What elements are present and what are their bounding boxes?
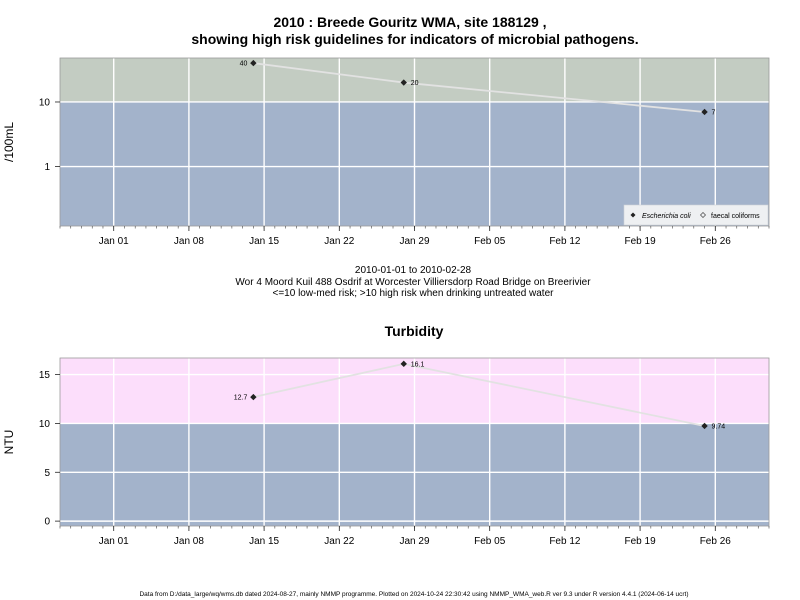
data-source-footer: Data from D:/data_large/wq/wms.db dated … bbox=[139, 591, 688, 598]
pathogen-panel: Jan 01 Jan 08 Jan 15 Jan 22 Jan 29 Feb 05 Feb … bbox=[2, 57, 770, 247]
x-tick-label-3: Jan 22 bbox=[324, 536, 354, 547]
data-label-1: 16.1 bbox=[411, 361, 425, 368]
legend-marker-open bbox=[700, 212, 706, 218]
x-tick-label-5: Feb 05 bbox=[474, 536, 506, 547]
legend-marker-filled bbox=[630, 212, 636, 218]
x-tick-label-8: Feb 26 bbox=[700, 536, 732, 547]
data-label-2: 9.74 bbox=[712, 423, 726, 430]
x-tick-label-4: Jan 29 bbox=[399, 536, 429, 547]
data-label-0: 12.7 bbox=[234, 395, 248, 402]
data-label-0: 40 bbox=[240, 61, 248, 68]
y-tick-label-1: 5 bbox=[44, 468, 50, 479]
data-point-1 bbox=[400, 79, 407, 86]
x-tick-label-2: Jan 15 bbox=[249, 236, 279, 247]
x-tick-label-7: Feb 19 bbox=[625, 536, 657, 547]
x-tick-label-1: Jan 08 bbox=[174, 236, 204, 247]
x-tick-label-0: Jan 01 bbox=[99, 536, 129, 547]
x-tick-label-5: Feb 05 bbox=[474, 236, 506, 247]
data-point-2 bbox=[701, 108, 708, 116]
site-description: Wor 4 Moord Kuil 488 Osdrif at Worcester… bbox=[235, 277, 591, 288]
data-point-0 bbox=[250, 59, 257, 67]
turbidity-panel: Jan 01 Jan 08 Jan 15 Jan 22 Jan 29 Feb 05 Feb … bbox=[2, 357, 770, 547]
chart-title-line1: 2010 : Breede Gouritz WMA, site 188129 , bbox=[273, 14, 546, 30]
legend: Escherichia coli faecal coliforms bbox=[623, 204, 769, 226]
y-tick-label-2: 10 bbox=[39, 419, 51, 430]
x-tick-label-1: Jan 08 bbox=[174, 536, 204, 547]
data-label-1: 20 bbox=[411, 80, 419, 87]
x-tick-label-8: Feb 26 bbox=[700, 236, 732, 247]
x-tick-label-6: Feb 12 bbox=[549, 236, 581, 247]
x-tick-label-6: Feb 12 bbox=[549, 536, 581, 547]
legend-entry-0: Escherichia coli bbox=[642, 213, 691, 220]
data-point-0 bbox=[250, 393, 257, 401]
date-range: 2010-01-01 to 2010-02-28 bbox=[355, 265, 472, 276]
x-tick-label-2: Jan 15 bbox=[249, 536, 279, 547]
y-tick-label-3: 15 bbox=[39, 370, 51, 381]
chart-title-line2: showing high risk guidelines for indicat… bbox=[191, 31, 638, 47]
x-tick-label-3: Jan 22 bbox=[324, 236, 354, 247]
y-tick-label-0: 0 bbox=[44, 517, 50, 528]
data-label-2: 7 bbox=[712, 109, 716, 116]
data-point-1 bbox=[400, 360, 407, 368]
y-tick-label-0: 1 bbox=[44, 162, 50, 173]
x-tick-label-7: Feb 19 bbox=[625, 236, 657, 247]
risk-guideline-note: <=10 low-med risk; >10 high risk when dr… bbox=[273, 288, 555, 299]
y-axis-label: NTU bbox=[2, 430, 16, 455]
x-tick-label-0: Jan 01 bbox=[99, 236, 129, 247]
y-axis-label: /100mL bbox=[2, 122, 16, 162]
turbidity-title: Turbidity bbox=[385, 323, 444, 339]
data-point-2 bbox=[701, 422, 708, 430]
x-tick-label-4: Jan 29 bbox=[399, 236, 429, 247]
y-tick-label-1: 10 bbox=[39, 97, 51, 108]
legend-box bbox=[623, 204, 769, 226]
legend-entry-1: faecal coliforms bbox=[711, 213, 760, 220]
